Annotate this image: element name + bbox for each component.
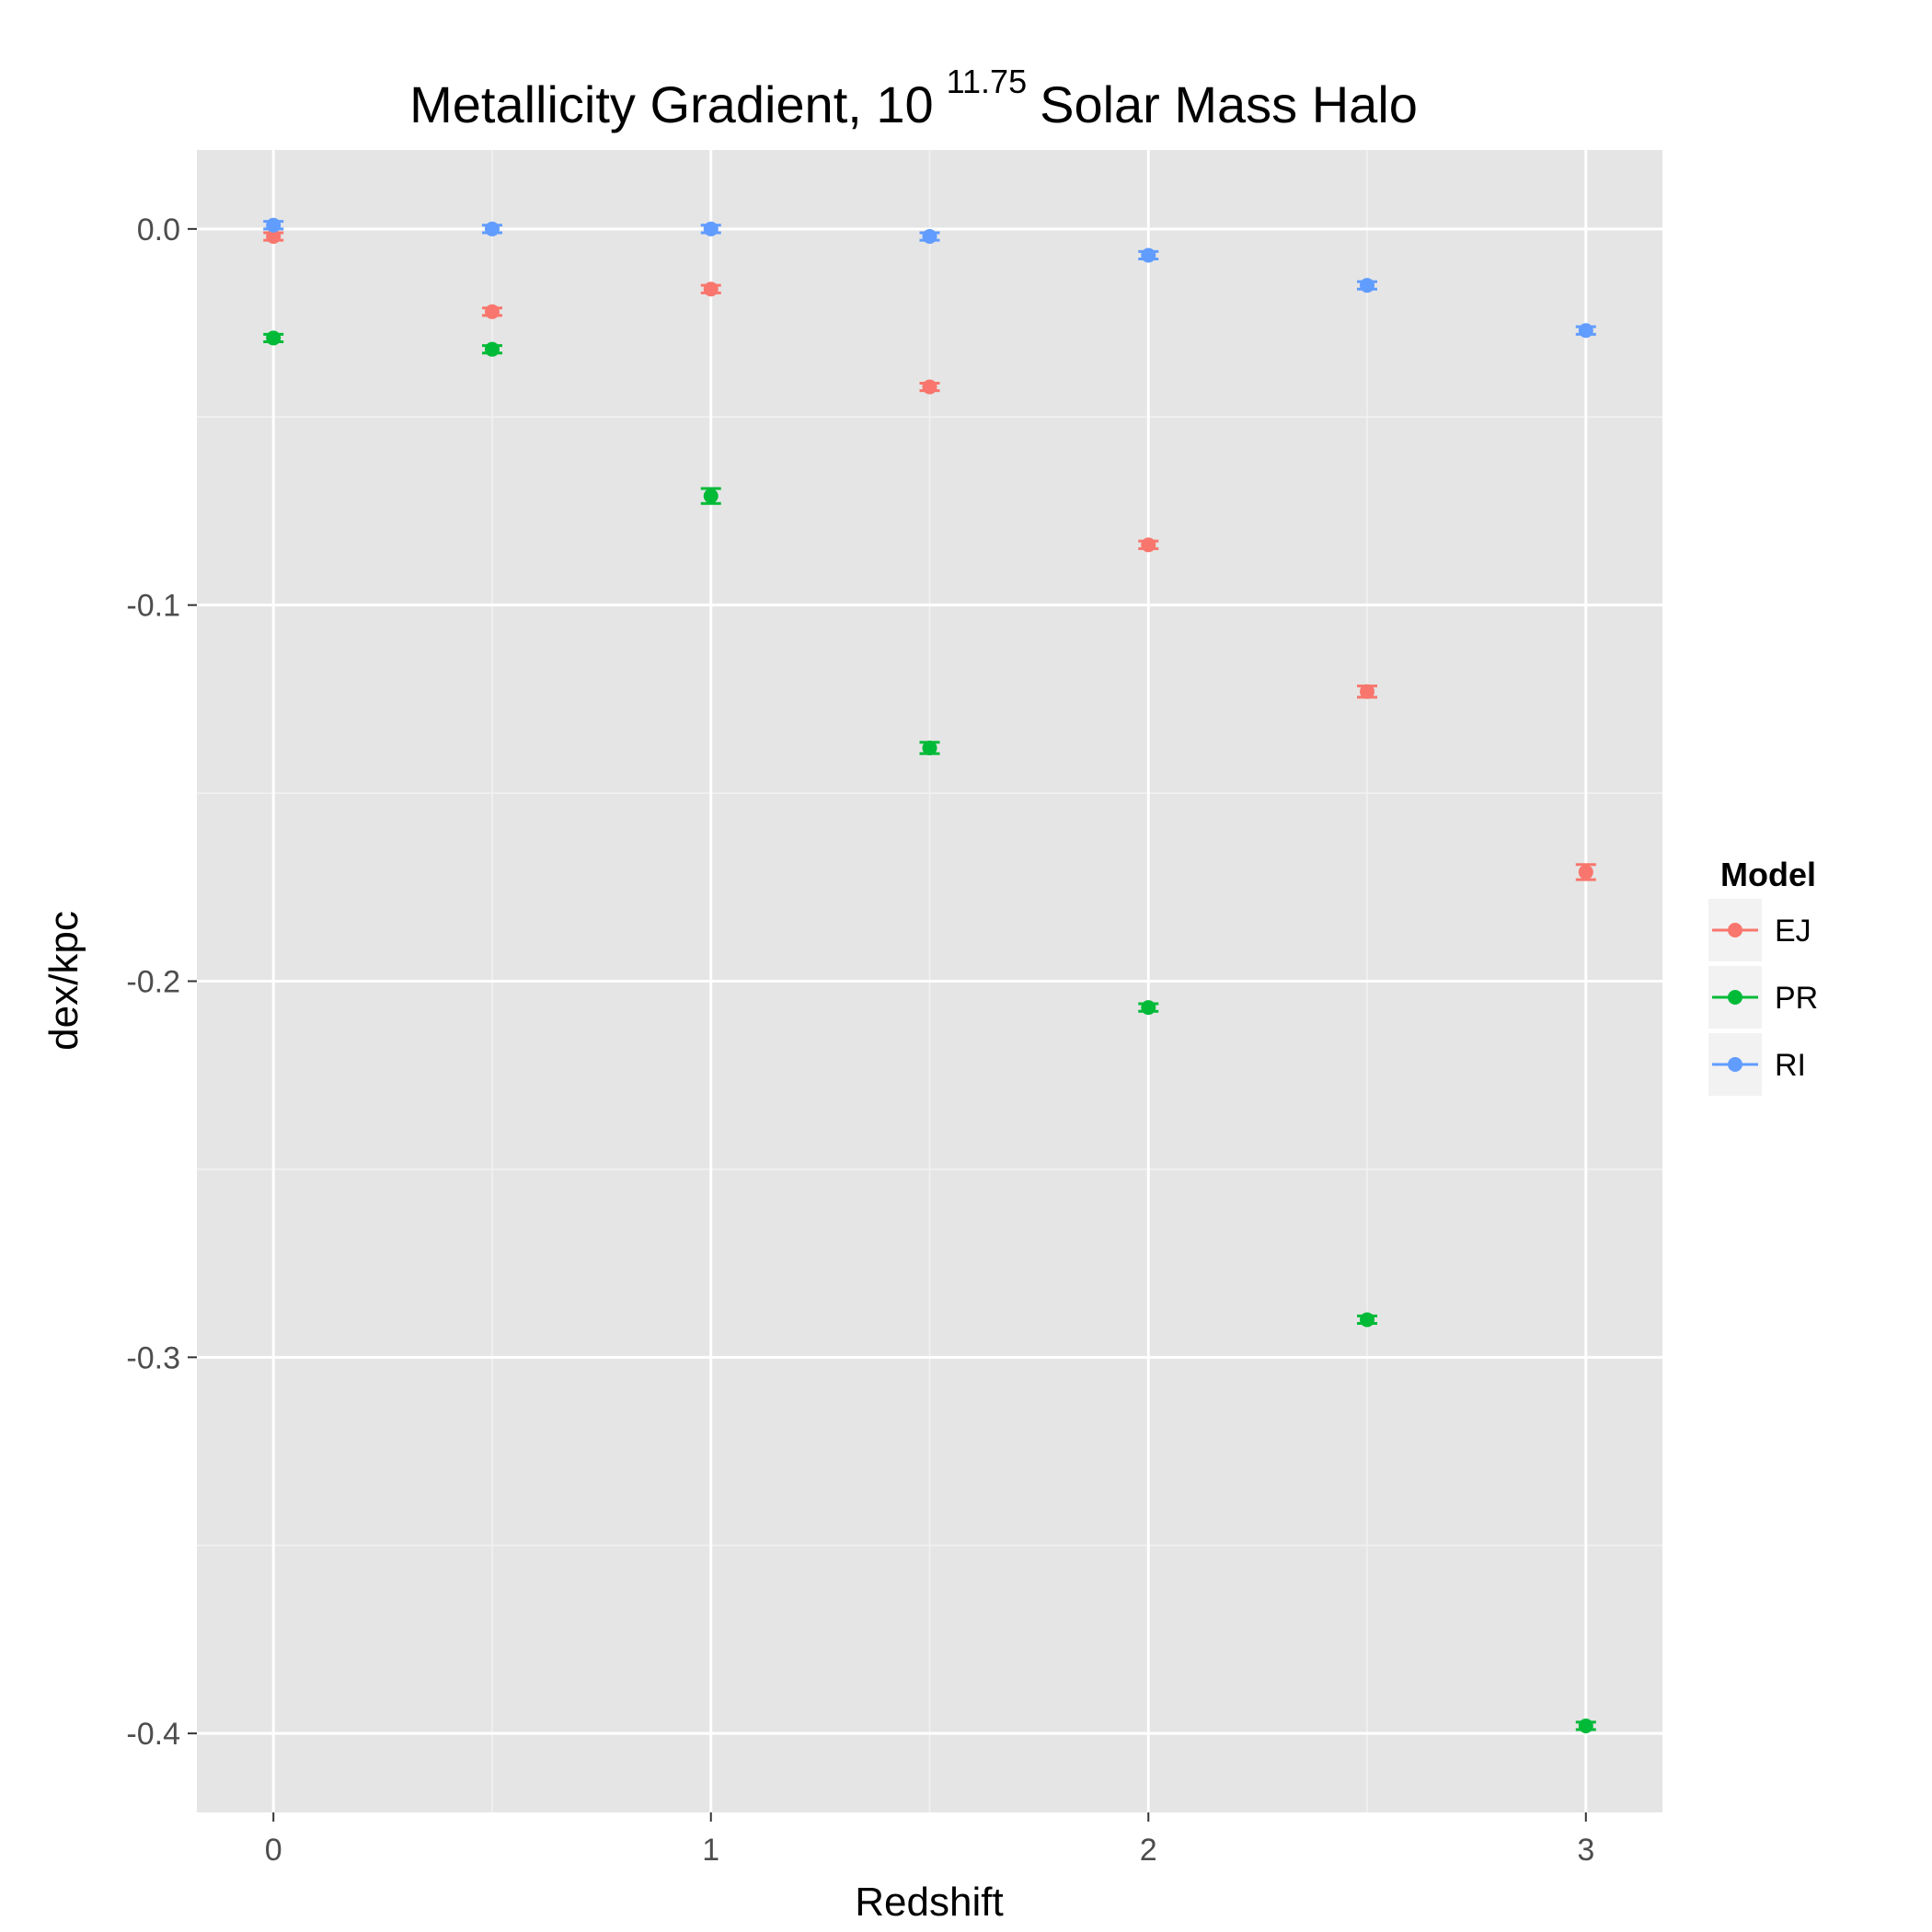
marker-pr-3 — [922, 741, 937, 756]
marker-pr-6 — [1578, 1718, 1593, 1733]
chart-title: Metallicity Gradient, 10 11.75 Solar Mass … — [409, 63, 1418, 133]
marker-pr-0 — [266, 330, 282, 346]
point-pr-4 — [1138, 1000, 1159, 1016]
y-axis-title: dex/kpc — [41, 911, 86, 1051]
point-ej-0 — [263, 229, 284, 245]
legend-items: EJ PR RI — [1708, 899, 1818, 1096]
x-axis: 0 1 2 3 — [265, 1812, 1594, 1868]
point-ej-4 — [1138, 537, 1159, 553]
legend-marker-ej — [1728, 923, 1742, 937]
legend-marker-ri — [1728, 1057, 1742, 1072]
marker-pr-4 — [1141, 1000, 1156, 1016]
marker-ri-6 — [1578, 323, 1593, 339]
legend-item-pr: PR — [1708, 966, 1818, 1029]
chart-title-suffix: Solar Mass Halo — [1040, 75, 1418, 133]
marker-ej-4 — [1141, 537, 1156, 553]
y-tick-label-0: 0.0 — [137, 213, 180, 247]
marker-pr-1 — [484, 341, 500, 357]
x-tick-label-3: 3 — [1577, 1833, 1594, 1868]
legend-item-ri: RI — [1708, 1033, 1806, 1096]
marker-ej-2 — [703, 282, 719, 297]
point-pr-5 — [1357, 1312, 1378, 1328]
legend-marker-pr — [1728, 990, 1742, 1005]
legend-label-ej: EJ — [1775, 914, 1811, 949]
marker-ri-4 — [1141, 247, 1156, 263]
point-ej-2 — [700, 282, 721, 297]
point-ej-3 — [919, 379, 940, 395]
marker-ej-6 — [1578, 864, 1593, 880]
major-gridlines — [197, 150, 1662, 1812]
point-ri-6 — [1575, 323, 1596, 339]
legend: Model EJ PR RI — [1708, 856, 1818, 1096]
y-tick-label-4: -0.4 — [126, 1717, 180, 1752]
y-axis: 0.0 -0.1 -0.2 -0.3 -0.4 — [126, 213, 197, 1752]
point-pr-2 — [700, 487, 721, 505]
point-ri-1 — [481, 221, 502, 236]
point-pr-6 — [1575, 1718, 1596, 1733]
marker-ej-1 — [484, 304, 500, 319]
point-ej-6 — [1575, 863, 1596, 881]
point-ej-1 — [481, 304, 502, 319]
point-pr-0 — [263, 330, 284, 346]
marker-pr-2 — [703, 489, 719, 504]
x-axis-title: Redshift — [855, 1880, 1003, 1925]
marker-ri-2 — [703, 221, 719, 236]
marker-ri-1 — [484, 221, 500, 236]
x-tick-label-2: 2 — [1140, 1833, 1157, 1868]
legend-label-pr: PR — [1775, 981, 1818, 1016]
point-ri-5 — [1357, 278, 1378, 293]
marker-ri-0 — [266, 217, 282, 233]
x-tick-label-1: 1 — [702, 1833, 719, 1868]
legend-label-ri: RI — [1775, 1048, 1806, 1083]
marker-ri-5 — [1360, 278, 1375, 293]
data-marks — [263, 217, 1596, 1733]
chart-title-superscript: 11.75 — [947, 63, 1027, 100]
point-ri-4 — [1138, 247, 1159, 263]
marker-ej-3 — [922, 379, 937, 395]
chart-title-prefix: Metallicity Gradient, 10 — [409, 75, 934, 133]
y-tick-label-1: -0.1 — [126, 589, 180, 624]
legend-title: Model — [1720, 856, 1816, 893]
point-pr-1 — [481, 341, 502, 357]
marker-pr-5 — [1360, 1312, 1375, 1328]
point-ej-5 — [1357, 684, 1378, 699]
marker-ej-0 — [266, 229, 282, 245]
legend-item-ej: EJ — [1708, 899, 1811, 961]
x-tick-label-0: 0 — [265, 1833, 282, 1868]
marker-ri-3 — [922, 229, 937, 245]
point-ri-0 — [263, 217, 284, 233]
point-ri-2 — [700, 221, 721, 236]
y-tick-label-3: -0.3 — [126, 1340, 180, 1375]
point-pr-3 — [919, 741, 940, 756]
point-ri-3 — [919, 229, 940, 245]
marker-ej-5 — [1360, 684, 1375, 699]
y-tick-label-2: -0.2 — [126, 965, 180, 1000]
